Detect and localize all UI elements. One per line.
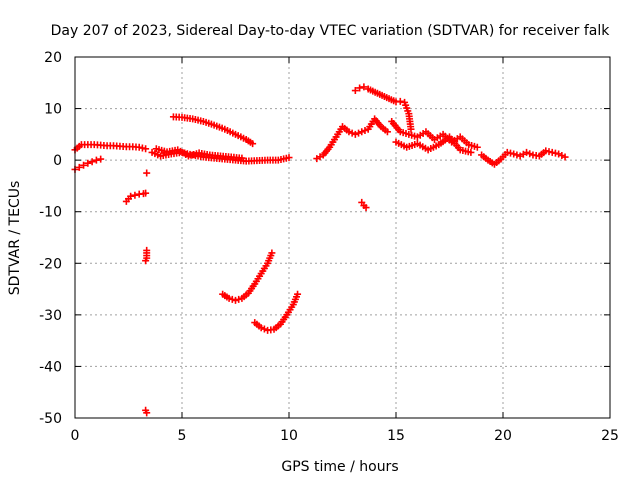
series-step-drops <box>122 189 150 205</box>
data-point <box>97 155 105 163</box>
y-tick-label: -20 <box>39 256 62 272</box>
data-point <box>523 148 531 156</box>
data-point-trail <box>361 126 369 134</box>
data-marks <box>71 83 569 417</box>
data-point <box>80 161 88 169</box>
y-tick-label: -10 <box>39 205 62 221</box>
data-point-trail <box>348 129 356 137</box>
data-point <box>143 409 151 417</box>
chart-title: Day 207 of 2023, Sidereal Day-to-day VTE… <box>51 23 611 39</box>
data-point <box>356 84 364 92</box>
data-point <box>360 83 368 91</box>
data-point <box>142 257 150 265</box>
data-point <box>257 324 265 332</box>
y-tick-label: -40 <box>39 359 62 375</box>
data-point-trail <box>235 295 243 303</box>
data-point <box>294 290 302 298</box>
data-point <box>358 128 366 136</box>
y-tick-label: -50 <box>39 411 62 427</box>
series-afternoon-rise <box>313 115 391 163</box>
data-point <box>127 192 135 200</box>
x-axis-label: GPS time / hours <box>281 459 398 475</box>
data-point-trail <box>513 151 521 159</box>
data-point <box>75 163 83 171</box>
data-point <box>268 249 276 257</box>
plot-frame <box>74 56 611 419</box>
data-point <box>92 156 100 164</box>
data-point-trail <box>526 150 534 158</box>
y-tick-label: -30 <box>39 308 62 324</box>
data-point <box>238 154 246 162</box>
data-point-trail <box>355 129 363 137</box>
data-point <box>383 128 391 136</box>
y-tick-label: 10 <box>44 102 62 118</box>
data-point <box>362 204 370 212</box>
data-point <box>473 143 481 151</box>
data-point <box>142 189 150 197</box>
series-dip <box>358 198 370 212</box>
data-point-trail <box>260 325 268 333</box>
data-point <box>396 97 404 105</box>
data-point <box>249 140 257 148</box>
x-tick-label: 25 <box>601 428 619 444</box>
data-point <box>88 158 96 166</box>
x-tick-label: 15 <box>387 428 405 444</box>
series-evening-tail <box>478 147 569 168</box>
grid <box>75 57 610 418</box>
data-point <box>84 159 92 167</box>
series-afternoon-plateau-2 <box>392 133 475 156</box>
series-lower-early <box>71 155 105 173</box>
y-tick-label: 20 <box>44 50 62 66</box>
data-point <box>131 191 139 199</box>
data-point <box>351 130 359 138</box>
data-point <box>225 294 233 302</box>
series-high-cluster <box>351 83 415 133</box>
data-point <box>467 148 475 156</box>
x-tick-label: 0 <box>71 428 80 444</box>
data-point <box>561 153 569 161</box>
series-arc-b <box>251 290 302 334</box>
series-rising-arc <box>169 113 257 148</box>
data-point <box>407 125 415 133</box>
axis-ticks: 0 5 10 15 20 25 -50 -40 -30 -20 -10 0 10 20 <box>39 50 619 444</box>
y-tick-label: 0 <box>53 153 62 169</box>
series-arc-a <box>219 249 276 304</box>
series-afternoon-plateau <box>388 117 481 151</box>
data-point-trail <box>228 295 236 303</box>
data-point <box>345 128 353 136</box>
series-morning-band-2 <box>152 145 246 162</box>
x-tick-label: 5 <box>178 428 187 444</box>
data-point <box>232 296 239 304</box>
series-upper-early <box>71 141 150 154</box>
data-point <box>142 145 150 153</box>
y-axis-label: SDTVAR / TECUs <box>7 181 23 296</box>
x-tick-label: 10 <box>280 428 298 444</box>
series-outliers <box>142 169 151 417</box>
x-tick-label: 20 <box>494 428 512 444</box>
data-point <box>351 87 359 95</box>
data-point <box>285 154 293 162</box>
data-point <box>510 150 518 158</box>
data-point <box>143 169 151 177</box>
